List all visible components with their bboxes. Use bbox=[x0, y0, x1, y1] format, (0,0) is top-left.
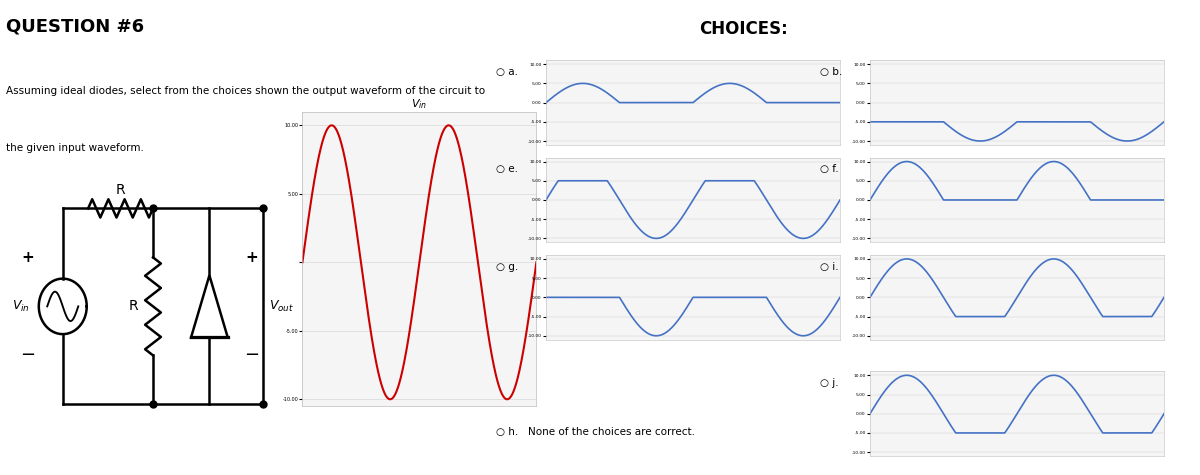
Text: QUESTION #6: QUESTION #6 bbox=[6, 17, 144, 35]
Text: ○ j.: ○ j. bbox=[820, 378, 839, 388]
Text: CHOICES:: CHOICES: bbox=[700, 19, 788, 38]
Text: ○ g.: ○ g. bbox=[496, 262, 518, 272]
Text: $V_{out}$: $V_{out}$ bbox=[269, 299, 294, 314]
Text: ○ e.: ○ e. bbox=[496, 164, 517, 174]
Text: −: − bbox=[244, 346, 259, 364]
Text: ○ i.: ○ i. bbox=[820, 262, 839, 272]
Text: +: + bbox=[22, 250, 34, 265]
Text: R: R bbox=[115, 183, 125, 198]
Text: Assuming ideal diodes, select from the choices shown the output waveform of the : Assuming ideal diodes, select from the c… bbox=[6, 86, 485, 95]
Title: $V_{in}$: $V_{in}$ bbox=[412, 97, 427, 111]
Text: −: − bbox=[20, 346, 35, 364]
Text: $V_{in}$: $V_{in}$ bbox=[12, 299, 30, 314]
Text: ○ h.   None of the choices are correct.: ○ h. None of the choices are correct. bbox=[496, 427, 695, 437]
Text: ○ b.: ○ b. bbox=[820, 67, 842, 77]
Text: ○ f.: ○ f. bbox=[820, 164, 839, 174]
Text: the given input waveform.: the given input waveform. bbox=[6, 143, 144, 153]
Text: +: + bbox=[245, 250, 258, 265]
Text: R: R bbox=[128, 299, 138, 314]
Text: ○ a.: ○ a. bbox=[496, 67, 517, 77]
